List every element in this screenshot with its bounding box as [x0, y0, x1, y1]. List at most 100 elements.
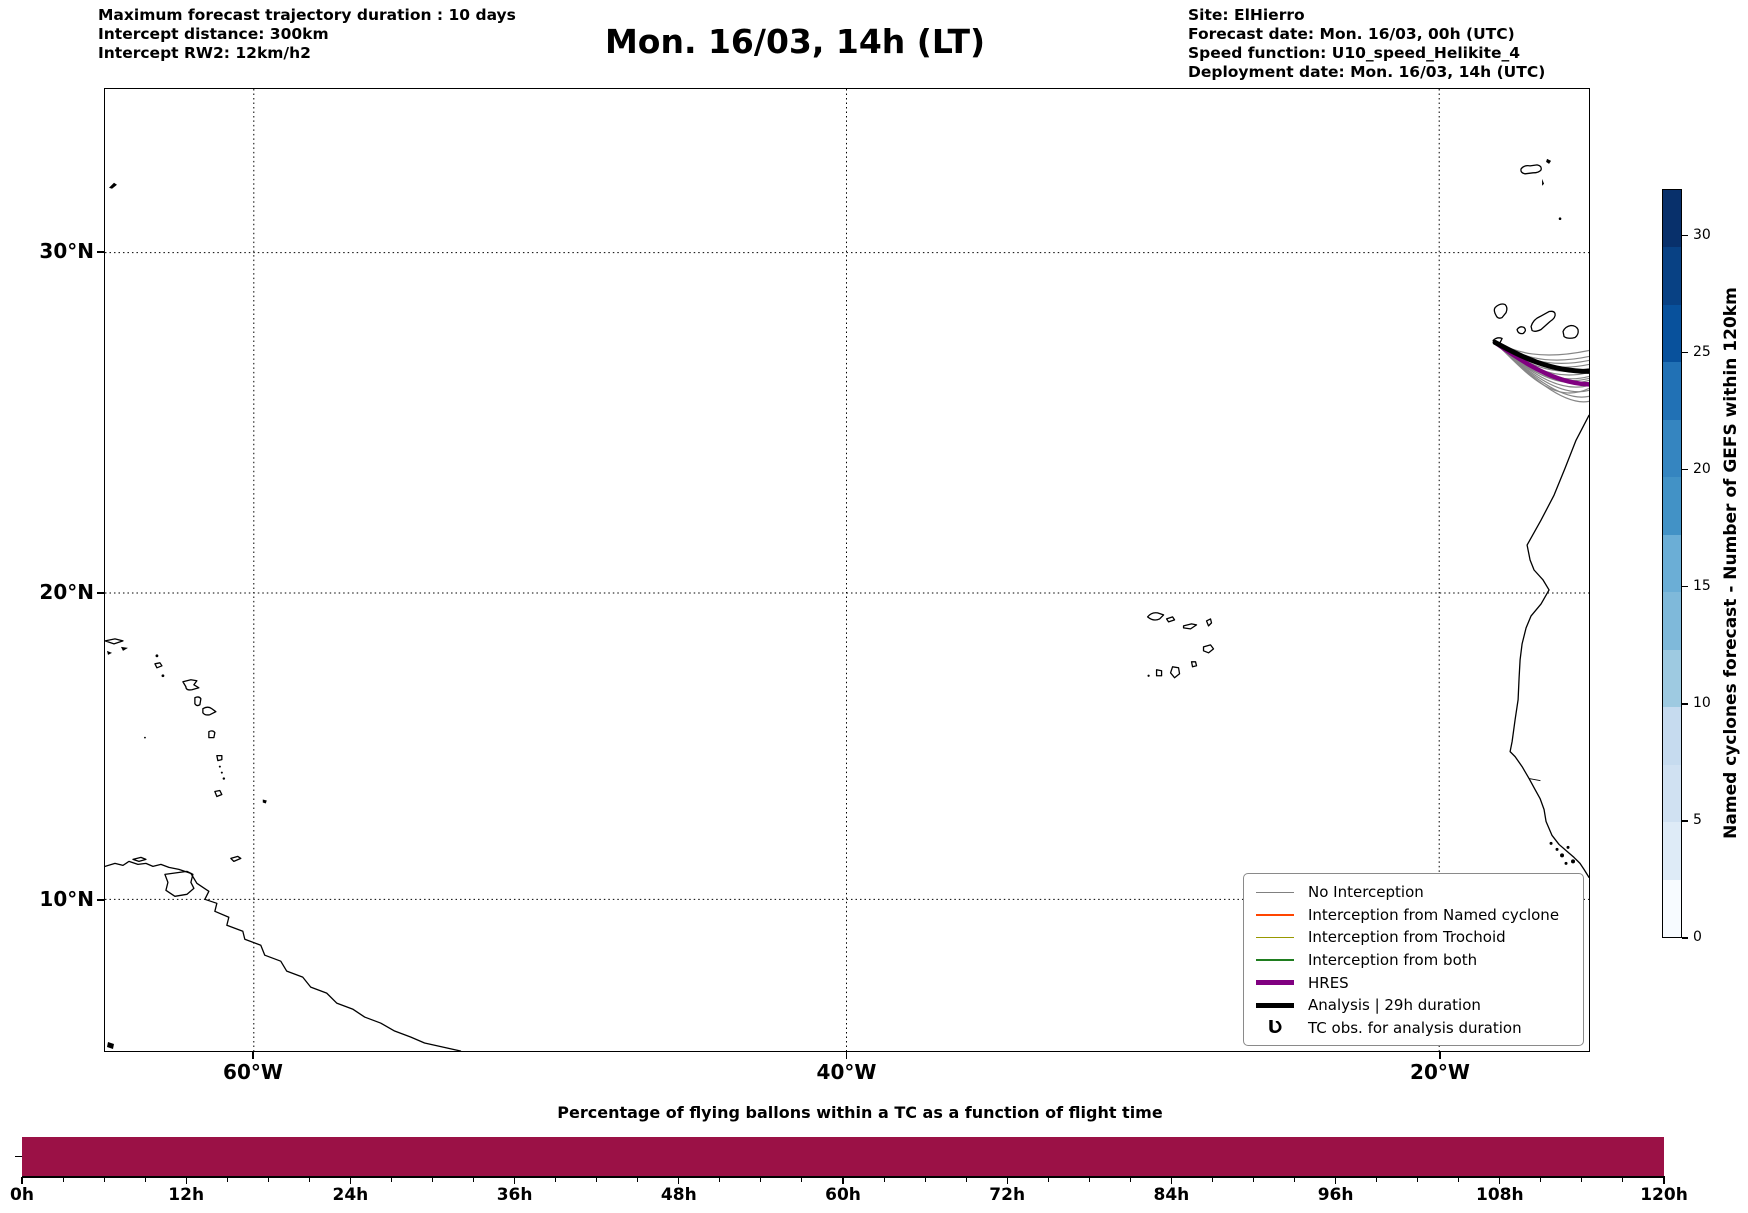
bottom-tick-label: 48h: [660, 1185, 697, 1205]
bottom-major-tick: [349, 1177, 352, 1184]
colorbar-band: [1663, 534, 1681, 593]
legend-label: Interception from Trochoid: [1308, 928, 1506, 947]
bottom-tick-label: 24h: [332, 1185, 369, 1205]
legend-line-swatch: [1256, 980, 1294, 985]
colorbar-band: [1663, 362, 1681, 420]
bottom-chart-title: Percentage of flying ballons within a TC…: [557, 1103, 1163, 1122]
lon-tick: [1439, 1052, 1441, 1059]
colorbar-tick-label: 10: [1693, 694, 1711, 711]
bottom-minor-tick: [1088, 1177, 1090, 1182]
colorbar-band: [1663, 822, 1681, 880]
lat-tick: [97, 592, 104, 594]
island-bermuda: [108, 182, 117, 189]
intercept-distance-text: Intercept distance: 300km: [98, 25, 329, 43]
legend: No Interception Interception from Named c…: [1243, 873, 1584, 1046]
colorbar-tick-label: 25: [1693, 343, 1711, 360]
bottom-major-tick: [1170, 1177, 1173, 1184]
bottom-minor-tick: [596, 1177, 598, 1182]
coast-west-africa: [1509, 414, 1589, 879]
coast-south-america: [105, 860, 462, 1051]
flight-bar: [22, 1137, 1664, 1176]
bottom-minor-tick: [1211, 1177, 1213, 1182]
legend-line: [1256, 891, 1294, 894]
bottom-minor-tick: [801, 1177, 803, 1182]
legend-line: [1256, 936, 1294, 939]
legend-label: No Interception: [1308, 883, 1424, 902]
legend-line: [1256, 914, 1294, 916]
map-canvas: [105, 89, 1589, 1051]
colorbar-tick-label: 5: [1693, 811, 1702, 828]
colorbar-band: [1663, 190, 1681, 248]
bottom-minor-tick: [719, 1177, 721, 1182]
colorbar-band: [1663, 879, 1681, 938]
bottom-minor-tick: [1458, 1177, 1460, 1182]
bottom-minor-tick: [473, 1177, 475, 1182]
bottom-major-tick: [185, 1177, 187, 1184]
islands-canary: [1492, 303, 1579, 344]
island-trinidad: [164, 870, 195, 897]
bottom-tick-label: 120h: [1640, 1185, 1688, 1205]
lon-tick-label: 60°W: [223, 1060, 283, 1084]
bottom-minor-tick: [1294, 1177, 1296, 1182]
lat-tick-label: 30°N: [39, 239, 94, 263]
legend-line: [1256, 980, 1294, 985]
bottom-minor-tick: [965, 1177, 967, 1182]
colorbar-tick: [1682, 352, 1688, 354]
colorbar-band: [1663, 304, 1681, 363]
colorbar-tick: [1682, 235, 1688, 237]
colorbar-band: [1663, 247, 1681, 305]
bottom-minor-tick: [144, 1177, 146, 1182]
colorbar-tick-label: 0: [1693, 929, 1702, 945]
max-duration-text: Maximum forecast trajectory duration : 1…: [98, 6, 516, 24]
bottom-tick-label: 72h: [989, 1185, 1026, 1205]
islands-lesser-antilles: [105, 638, 267, 897]
tc-obs-marker-icon: Ʋ: [1256, 1018, 1294, 1037]
bottom-tick-label: 60h: [825, 1185, 861, 1205]
legend-label: HRES: [1308, 973, 1349, 992]
bottom-tick-label: 96h: [1317, 1185, 1354, 1205]
colorbar-tick: [1682, 703, 1688, 705]
legend-item: No Interception: [1256, 881, 1583, 904]
legend-line-swatch: [1256, 891, 1294, 894]
forecast-date-text: Forecast date: Mon. 16/03, 00h (UTC): [1188, 25, 1515, 43]
bottom-minor-tick: [1622, 1177, 1624, 1182]
colorbar-band: [1663, 649, 1681, 708]
bottom-minor-tick: [760, 1177, 762, 1182]
bottom-major-tick: [21, 1177, 23, 1184]
lat-tick-label: 10°N: [39, 887, 94, 911]
bottom-minor-tick: [1376, 1177, 1378, 1182]
bottom-minor-tick: [637, 1177, 639, 1182]
bottom-minor-tick: [308, 1177, 310, 1182]
bottom-major-tick: [1334, 1177, 1337, 1184]
bottom-major-tick: [1663, 1177, 1665, 1184]
legend-item: Analysis | 29h duration: [1256, 994, 1583, 1017]
colorbar-tick-label: 30: [1693, 226, 1711, 243]
lon-tick: [252, 1052, 254, 1059]
bottom-tick-label: 108h: [1476, 1185, 1524, 1205]
colorbar-label: Named cyclones forecast - Number of GEFS…: [1721, 287, 1741, 839]
bottom-minor-tick: [103, 1177, 105, 1182]
islands-cape-verde: [1146, 612, 1215, 679]
legend-label: Analysis | 29h duration: [1308, 996, 1481, 1015]
bottom-minor-tick: [226, 1177, 228, 1182]
legend-label: TC obs. for analysis duration: [1308, 1018, 1522, 1037]
bottom-minor-tick: [883, 1177, 885, 1182]
legend-item: Ʋ TC obs. for analysis duration: [1256, 1017, 1583, 1040]
legend-line: [1256, 1003, 1294, 1008]
colorbar-tick: [1682, 937, 1688, 939]
bottom-minor-tick: [62, 1177, 64, 1182]
bottom-minor-tick: [1540, 1177, 1542, 1182]
lon-tick-label: 20°W: [1410, 1060, 1470, 1084]
figure-title: Mon. 16/03, 14h (LT): [604, 22, 986, 61]
colorbar-band: [1663, 592, 1681, 650]
legend-line: [1256, 959, 1294, 961]
colorbar-band: [1663, 764, 1681, 823]
legend-item: Interception from both: [1256, 949, 1583, 972]
lon-tick: [845, 1052, 848, 1059]
colorbar-tick-label: 15: [1693, 577, 1711, 594]
legend-line-swatch: [1256, 914, 1294, 916]
coastline: [105, 158, 1589, 1051]
header-left-params: Maximum forecast trajectory duration : 1…: [98, 6, 516, 63]
lon-tick-label: 40°W: [816, 1060, 877, 1084]
